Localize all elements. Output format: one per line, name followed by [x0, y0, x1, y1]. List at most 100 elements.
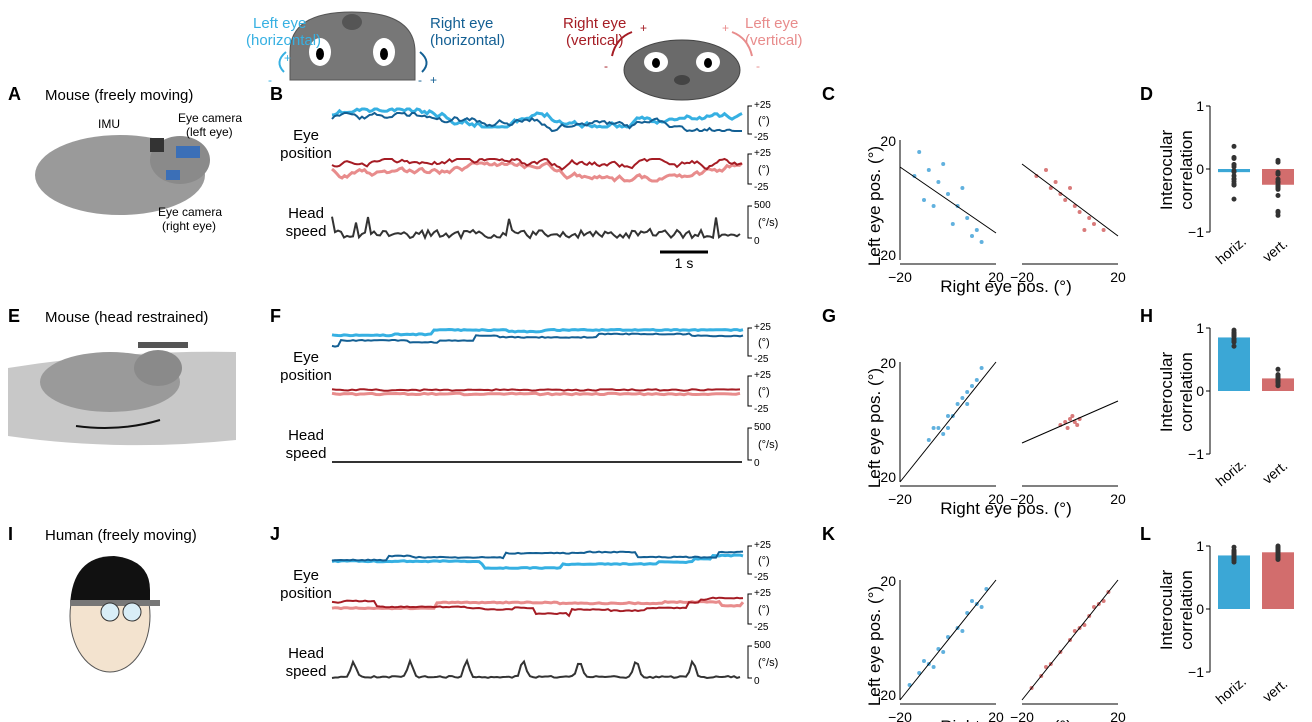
- scatter-point: [1072, 204, 1077, 208]
- face-right-pupil-icon: [704, 58, 712, 68]
- arrow-left-h-icon: [278, 51, 287, 73]
- trace-left-h: [331, 553, 744, 570]
- scale-bracket: [747, 375, 752, 407]
- human-hair-icon: [70, 556, 150, 606]
- scatter-point: [1053, 180, 1058, 184]
- glasses-right-icon: [122, 602, 142, 622]
- scatter-point: [941, 162, 946, 166]
- trace-left-h: [331, 327, 744, 338]
- panel-letter-D: D: [1140, 84, 1153, 104]
- scatter-point: [917, 150, 922, 154]
- scatter-xlabel: Right eye pos. (°): [940, 717, 1072, 722]
- scatter-point: [1063, 198, 1068, 202]
- scale-label-unit: (°): [758, 604, 770, 616]
- scatter-point: [1063, 420, 1068, 424]
- legend-left-v-line2: (vertical): [745, 32, 803, 49]
- scale-bracket: [747, 327, 752, 357]
- mouse-face-front-icon: [623, 39, 741, 101]
- panel-letter-J: J: [270, 524, 280, 544]
- scatter-point: [960, 629, 965, 633]
- scatter-point: [979, 366, 984, 370]
- trace-left-v: [331, 161, 744, 183]
- scale-label-bottom: -25: [754, 622, 769, 633]
- bar-datapoint: [1275, 372, 1281, 378]
- legend-plus-left-h: +: [284, 51, 291, 65]
- scale-label-bottom: -25: [754, 132, 769, 143]
- scale-label-bottom: -25: [754, 404, 769, 415]
- scale-bracket: [747, 427, 752, 461]
- bar-datapoint: [1231, 343, 1237, 349]
- scatter-point: [1048, 186, 1053, 190]
- panel-letter-G: G: [822, 306, 836, 326]
- trace-label-head-2: speed: [286, 663, 327, 680]
- scatter-point: [1077, 210, 1082, 214]
- trace-label-eye-2: position: [280, 145, 332, 162]
- scatter-xtick: 20: [1110, 709, 1126, 722]
- time-scalebar-label: 1 s: [675, 255, 694, 271]
- scatter-point: [960, 186, 965, 190]
- face-nose-icon: [674, 75, 690, 85]
- trace-head-speed: [331, 216, 741, 241]
- label-eye-camera-left-1: Eye camera: [178, 111, 242, 125]
- scatter-ytick: 20: [880, 355, 896, 371]
- scale-bracket: [747, 105, 752, 135]
- scale-label-top: 500: [754, 640, 771, 651]
- scatter-fit-line: [1021, 400, 1119, 444]
- scatter-xtick: −20: [1010, 491, 1034, 507]
- bar-datapoint: [1231, 173, 1237, 179]
- trace-right-h: [331, 111, 742, 133]
- bar-datapoint: [1231, 544, 1237, 550]
- scale-label-top: +25: [754, 370, 771, 381]
- bar-ytick: 1: [1196, 98, 1204, 114]
- scale-bracket: [747, 205, 752, 239]
- bar-ylabel-1: Interocular: [1157, 130, 1176, 211]
- legend-plus-left-v: +: [722, 21, 729, 35]
- legend-right-h-line2: (horizontal): [430, 32, 505, 49]
- bar-datapoint: [1231, 143, 1237, 149]
- scale-label-top: +25: [754, 100, 771, 111]
- trace-label-head-1: Head: [288, 645, 324, 662]
- trace-right-h: [331, 550, 744, 562]
- scatter-fit-line: [1021, 579, 1119, 701]
- scatter-point: [946, 426, 950, 430]
- bar-category-label: vert.: [1259, 457, 1290, 487]
- scatter-point: [922, 198, 926, 202]
- bar-ytick: 0: [1196, 601, 1204, 617]
- mouse-head-icon: [134, 350, 182, 386]
- bar-ytick: −1: [1188, 446, 1204, 462]
- scatter-point: [946, 414, 950, 418]
- bar-datapoint: [1275, 159, 1281, 165]
- scale-label-unit: (°/s): [758, 439, 778, 451]
- scatter-point: [1065, 426, 1070, 430]
- scatter-point: [922, 659, 926, 663]
- bar-datapoint: [1275, 210, 1281, 215]
- panel-letter-K: K: [822, 524, 835, 544]
- panel-letter-A: A: [8, 84, 21, 104]
- bar-datapoint: [1275, 379, 1281, 385]
- bar-category-label: vert.: [1259, 675, 1290, 705]
- trace-left-v: [331, 391, 741, 397]
- scatter-point: [931, 204, 936, 208]
- bar-datapoint: [1231, 339, 1237, 345]
- scatter-point: [979, 240, 984, 244]
- scatter-point: [1087, 216, 1092, 220]
- scatter-xtick: 20: [1110, 269, 1126, 285]
- bar-datapoint: [1231, 155, 1237, 160]
- scatter-xtick: 20: [988, 709, 1004, 722]
- legend-right-v-line1: Right eye: [563, 15, 626, 32]
- scale-label-unit: (°/s): [758, 217, 778, 229]
- scatter-point: [1092, 222, 1096, 226]
- scatter-ytick: −20: [872, 469, 896, 485]
- scatter-ytick: 20: [880, 573, 896, 589]
- scatter-point: [974, 228, 979, 232]
- scatter-point: [965, 390, 970, 394]
- scatter-point: [974, 378, 979, 382]
- trace-right-h: [331, 332, 744, 348]
- panel-letter-I: I: [8, 524, 13, 544]
- scatter-point: [970, 599, 974, 603]
- scatter-fit-line: [1021, 163, 1119, 237]
- bar-category-label: horiz.: [1213, 455, 1250, 489]
- illustration-title: Mouse (freely moving): [45, 87, 193, 104]
- bar-datapoint: [1231, 162, 1237, 167]
- scatter-xtick: −20: [888, 491, 912, 507]
